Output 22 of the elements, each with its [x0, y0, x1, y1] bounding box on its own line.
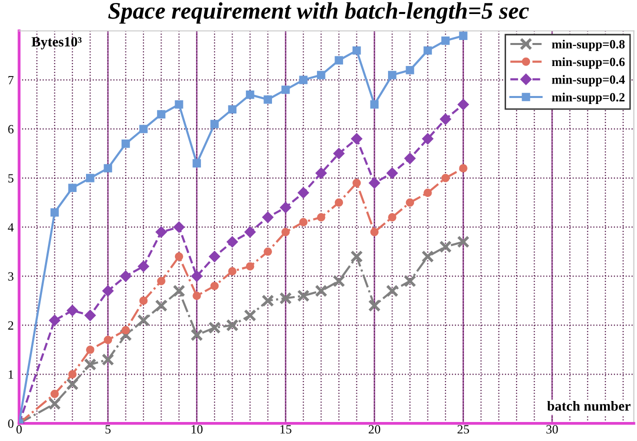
legend-label: min-supp=0.8: [552, 40, 625, 52]
x-tick-label: 20: [368, 425, 380, 434]
legend-label: min-supp=0.2: [552, 92, 625, 104]
y-tick-label: 2: [8, 321, 14, 330]
chart-title: Space requirement with batch-length=5 sec: [108, 2, 529, 24]
y-tick-label: 1: [8, 370, 14, 379]
x-tick-label: 10: [192, 425, 203, 434]
legend-label: min-supp=0.4: [552, 75, 625, 86]
y-tick-label: 4: [8, 223, 14, 232]
x-axis-title: batch number: [547, 400, 630, 411]
x-tick-label: 25: [458, 425, 470, 434]
legend-label: min-supp=0.6: [552, 57, 625, 69]
y-axis-title: Bytes10³: [32, 37, 82, 50]
y-tick-label: 0: [8, 419, 14, 428]
y-tick-label: 5: [8, 174, 14, 183]
x-tick-label: 15: [280, 425, 292, 434]
y-tick-label: 6: [8, 125, 14, 134]
x-tick-label: 5: [106, 425, 111, 434]
x-tick-label: 0: [16, 425, 22, 434]
y-tick-label: 7: [8, 76, 14, 84]
y-tick-label: 3: [8, 272, 14, 281]
x-tick-label: 30: [546, 425, 558, 434]
